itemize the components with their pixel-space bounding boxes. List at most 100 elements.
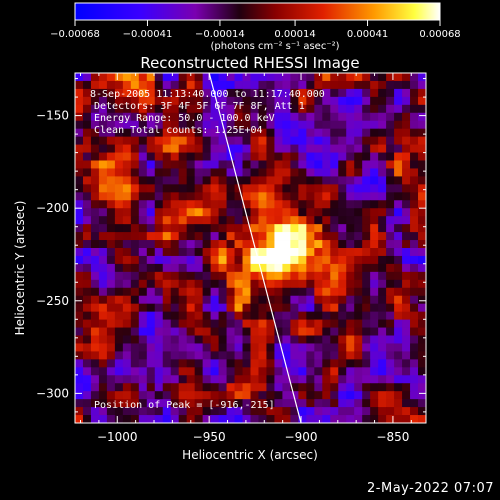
heatmap-cell xyxy=(394,327,403,336)
heatmap-cell xyxy=(322,120,331,130)
heatmap-cell xyxy=(75,263,84,273)
annotation-clean: Clean Total counts: 1.25E+04 xyxy=(94,125,263,136)
heatmap-cell xyxy=(330,160,339,169)
heatmap-cell xyxy=(202,391,212,400)
heatmap-cell xyxy=(282,144,291,153)
heatmap-cell xyxy=(146,287,156,297)
heatmap-cell xyxy=(234,319,243,328)
heatmap-cell xyxy=(122,255,132,265)
heatmap-cell xyxy=(418,287,426,297)
heatmap-cell xyxy=(234,399,243,408)
heatmap-cell xyxy=(202,80,212,90)
heatmap-cell xyxy=(178,88,188,98)
heatmap-cell xyxy=(274,319,283,328)
heatmap-cell xyxy=(346,311,355,320)
heatmap-cell xyxy=(170,240,180,249)
heatmap-cell xyxy=(138,335,148,344)
heatmap-cell xyxy=(114,216,124,225)
heatmap-cell xyxy=(410,375,419,384)
heatmap-cell xyxy=(354,200,363,209)
heatmap-cell xyxy=(130,271,140,281)
heatmap-cell xyxy=(282,160,291,169)
heatmap-cell xyxy=(98,287,108,297)
heatmap-cell xyxy=(154,255,164,265)
heatmap-cell xyxy=(346,359,355,368)
heatmap-cell xyxy=(242,311,251,320)
heatmap-cell xyxy=(346,367,355,376)
heatmap-cell xyxy=(402,295,411,305)
heatmap-cell xyxy=(218,335,227,344)
heatmap-cell xyxy=(402,184,411,193)
heatmap-cell xyxy=(154,248,164,257)
heatmap-cell xyxy=(290,73,299,82)
heatmap-cell xyxy=(178,255,188,265)
heatmap-cell xyxy=(370,88,379,98)
heatmap-cell xyxy=(242,80,251,90)
heatmap-cell xyxy=(314,104,323,114)
heatmap-cell xyxy=(122,168,132,177)
heatmap-cell xyxy=(378,232,387,241)
heatmap-cell xyxy=(138,144,148,153)
heatmap-cell xyxy=(90,295,100,305)
heatmap-cell xyxy=(82,144,92,153)
heatmap-cell xyxy=(122,144,132,153)
heatmap-cell xyxy=(266,80,275,90)
heatmap-cell xyxy=(114,295,124,305)
heatmap-cell xyxy=(330,73,339,82)
heatmap-cell xyxy=(98,303,108,313)
heatmap-cell xyxy=(122,343,132,352)
heatmap-cell xyxy=(306,208,315,217)
heatmap-cell xyxy=(218,303,227,313)
heatmap-cell xyxy=(178,271,188,281)
heatmap-cell xyxy=(314,287,323,297)
heatmap-cell xyxy=(306,104,315,114)
heatmap-cell xyxy=(306,335,315,344)
heatmap-cell xyxy=(242,240,251,249)
heatmap-cell xyxy=(330,343,339,352)
heatmap-cell xyxy=(154,224,164,233)
heatmap-cell xyxy=(394,351,403,360)
heatmap-cell xyxy=(202,407,212,416)
heatmap-cell xyxy=(354,104,363,114)
heatmap-cell xyxy=(370,73,379,82)
heatmap-cell xyxy=(362,367,371,376)
heatmap-cell xyxy=(202,311,212,320)
heatmap-cell xyxy=(186,367,196,376)
heatmap-cell xyxy=(290,295,299,305)
heatmap-cell xyxy=(82,216,92,225)
heatmap-cell xyxy=(314,224,323,233)
heatmap-cell xyxy=(410,399,419,408)
heatmap-cell xyxy=(394,192,403,201)
heatmap-cell xyxy=(210,407,219,416)
heatmap-cell xyxy=(394,335,403,344)
heatmap-cell xyxy=(130,152,140,161)
heatmap-cell xyxy=(242,327,251,336)
heatmap-cell xyxy=(314,303,323,313)
heatmap-cell xyxy=(162,271,172,281)
heatmap-cell xyxy=(202,359,212,368)
heatmap-cell xyxy=(338,327,347,336)
heatmap-cell xyxy=(282,152,291,161)
heatmap-cell xyxy=(146,88,156,98)
heatmap-cell xyxy=(266,319,275,328)
heatmap-cell xyxy=(90,327,100,336)
heatmap-cell xyxy=(386,367,395,376)
heatmap-cell xyxy=(378,240,387,249)
heatmap-cell xyxy=(386,271,395,281)
heatmap-cell xyxy=(378,311,387,320)
heatmap-cell xyxy=(170,136,180,145)
heatmap-cell xyxy=(234,224,243,233)
heatmap-cell xyxy=(75,383,84,392)
heatmap-cell xyxy=(194,184,204,193)
heatmap-cell xyxy=(170,248,180,257)
heatmap-cell xyxy=(298,73,307,82)
heatmap-cell xyxy=(178,240,188,249)
heatmap-cell xyxy=(146,255,156,265)
heatmap-cell xyxy=(418,319,426,328)
heatmap-cell xyxy=(250,351,259,360)
heatmap-cell xyxy=(162,279,172,289)
heatmap-cell xyxy=(282,271,291,281)
heatmap-cell xyxy=(138,248,148,257)
heatmap-cell xyxy=(386,415,395,423)
heatmap-cell xyxy=(346,271,355,281)
